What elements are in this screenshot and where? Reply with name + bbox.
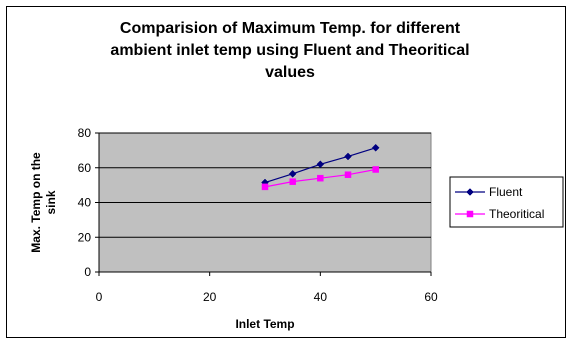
- data-point: [371, 143, 380, 152]
- chart-title-line-3: values: [265, 64, 315, 81]
- y-axis-title-line: Max. Temp on the: [29, 152, 43, 253]
- axis-labels: 0 20 40 60 80 0 20 40 60 Inlet Temp Max. Temp on t…: [29, 126, 438, 331]
- x-tick-label: 20: [203, 290, 217, 304]
- y-tick-label: 60: [78, 161, 92, 175]
- data-marks: [261, 143, 380, 191]
- x-tick-label: 0: [96, 290, 103, 304]
- y-tick-label: 20: [78, 230, 92, 244]
- y-tick-label: 0: [84, 265, 91, 279]
- chart-title: Comparision of Maximum Temp. for differe…: [40, 18, 540, 84]
- data-point: [317, 174, 324, 182]
- data-point: [344, 171, 352, 178]
- plot-area: [95, 132, 432, 276]
- x-axis-title: Inlet Temp: [235, 317, 294, 331]
- y-axis-title: Max. Temp on thesink: [29, 152, 58, 253]
- legend-swatch-marker: [466, 210, 474, 218]
- x-tick-label: 60: [424, 290, 438, 304]
- data-point: [261, 183, 269, 191]
- legend: Fluent Theoritical: [449, 176, 564, 228]
- y-axis-title-line: sink: [44, 190, 58, 214]
- x-tick-label: 40: [314, 290, 328, 304]
- data-point: [344, 152, 352, 161]
- legend-swatch-marker: [466, 188, 474, 196]
- chart-title-line-1: Comparision of Maximum Temp. for differe…: [119, 20, 461, 37]
- legend-box: [449, 176, 564, 228]
- data-point: [289, 178, 296, 185]
- data-point: [316, 160, 325, 169]
- data-point: [288, 169, 297, 178]
- data-point: [372, 166, 379, 173]
- y-tick-label: 40: [78, 196, 92, 210]
- y-tick-label: 80: [78, 126, 92, 140]
- legend-label: Fluent: [489, 185, 523, 199]
- chart-title-line-2: ambient inlet temp using Fluent and Theo…: [110, 42, 470, 59]
- legend-label: Theoritical: [489, 207, 544, 221]
